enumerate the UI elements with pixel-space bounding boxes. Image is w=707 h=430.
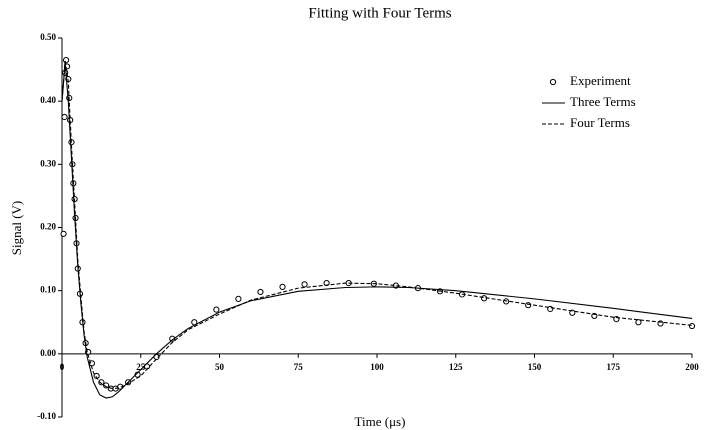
data-point bbox=[93, 372, 100, 380]
data-point bbox=[60, 230, 67, 237]
x-tick-label: 0 bbox=[60, 362, 65, 372]
data-point bbox=[257, 288, 264, 296]
chart-title: Fitting with Four Terms bbox=[308, 5, 451, 21]
y-axis-label: Signal (V) bbox=[9, 201, 24, 256]
x-tick-label: 75 bbox=[294, 362, 304, 372]
data-point bbox=[103, 382, 110, 389]
x-tick-label: 200 bbox=[685, 362, 699, 372]
legend-marker bbox=[549, 78, 557, 86]
data-point bbox=[279, 283, 286, 290]
y-tick-label: 0.50 bbox=[40, 32, 56, 42]
data-point bbox=[301, 281, 308, 288]
data-point bbox=[688, 322, 696, 330]
legend-label: Four Terms bbox=[570, 115, 630, 130]
series-line bbox=[61, 60, 693, 390]
data-point bbox=[213, 306, 220, 313]
y-tick-label: 0.30 bbox=[40, 158, 56, 168]
y-tick-label: 0.00 bbox=[40, 348, 56, 358]
x-tick-label: 175 bbox=[607, 362, 621, 372]
data-point bbox=[525, 302, 532, 309]
y-tick-label: 0.40 bbox=[40, 95, 56, 105]
legend-label: Three Terms bbox=[570, 94, 636, 109]
data-point bbox=[635, 319, 642, 326]
data-point bbox=[98, 379, 105, 386]
data-point bbox=[62, 57, 70, 64]
y-tick-label: -0.10 bbox=[37, 411, 56, 421]
series-line bbox=[61, 63, 693, 399]
data-point bbox=[61, 113, 68, 121]
x-tick-label: 50 bbox=[215, 362, 225, 372]
x-tick-label: 125 bbox=[449, 362, 463, 372]
x-axis-label: Time (μs) bbox=[355, 414, 406, 429]
y-tick-label: 0.10 bbox=[40, 285, 56, 295]
legend-label: Experiment bbox=[570, 73, 631, 88]
x-tick-label: 100 bbox=[370, 362, 384, 372]
x-tick-label: 150 bbox=[528, 362, 542, 372]
y-tick-label: 0.20 bbox=[40, 222, 56, 232]
data-point bbox=[569, 309, 576, 316]
data-point bbox=[235, 295, 242, 302]
data-point bbox=[323, 279, 330, 287]
x-tick-label: 25 bbox=[136, 362, 146, 372]
